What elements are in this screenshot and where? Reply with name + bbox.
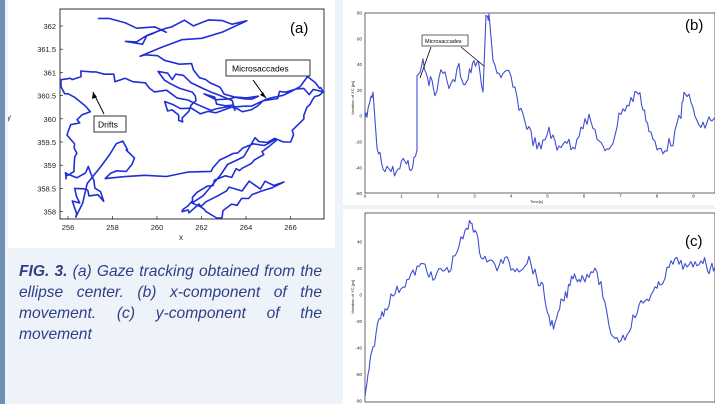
panel-a-y-tick-label: 358.5 bbox=[37, 184, 56, 193]
drifts-label: Drifts bbox=[98, 120, 118, 130]
panel-a-x-ticks: 256 258 260 262 264 266 bbox=[62, 216, 297, 232]
panel-c-y-tick-label: 20 bbox=[357, 266, 363, 271]
panel-b-y-ticks: 80 60 40 20 0 -20 -40 -60 bbox=[355, 11, 362, 197]
panel-a-xlabel: x bbox=[179, 233, 183, 242]
panel-c-y-ticks: 40 20 0 -20 -40 -60 -80 bbox=[355, 240, 362, 404]
panel-c-axes-frame bbox=[364, 212, 715, 403]
panel-b-x-tick-label: 8 bbox=[656, 194, 659, 199]
panel-c-y-tick-label: 40 bbox=[357, 240, 363, 245]
panel-a-y-tick-label: 361 bbox=[43, 68, 56, 77]
panel-b-axes-frame bbox=[364, 12, 715, 194]
panel-b-ylabel: Variation of XC [px] bbox=[350, 81, 355, 115]
panel-b-y-tick-label: -60 bbox=[355, 191, 362, 196]
panel-a-axes-frame bbox=[59, 8, 325, 220]
panel-c-svg: 40 20 0 -20 -40 -60 -80 (c) Variation of YC [p… bbox=[350, 212, 715, 404]
panel-b-x-tick-label: 3 bbox=[473, 194, 476, 199]
panel-c-y-tick-label: -20 bbox=[355, 319, 362, 324]
panel-b-x-tick-label: 4 bbox=[510, 194, 513, 199]
panel-b-y-tick-label: -40 bbox=[355, 165, 362, 170]
y-component-line bbox=[364, 219, 715, 397]
panel-b-arrow-2 bbox=[460, 46, 485, 67]
panel-b-x-tick-label: 2 bbox=[437, 194, 440, 199]
panel-b-x-tick-label: 5 bbox=[546, 194, 549, 199]
figure-caption: FIG. 3. (a) Gaze tracking obtained from … bbox=[19, 261, 322, 345]
panel-b-x-ticks: 0 1 2 3 4 5 6 7 8 9 bbox=[364, 194, 696, 199]
panel-b-y-tick-label: 60 bbox=[357, 36, 363, 41]
panel-b-svg: 80 60 40 20 0 -20 -40 -60 0 1 2 3 4 5 6 7 8 9 Microsacca… bbox=[350, 11, 715, 204]
panel-a-x-tick-label: 262 bbox=[195, 223, 208, 232]
panel-c-y-tick-label: -60 bbox=[355, 372, 362, 377]
panel-b-x-tick-label: 7 bbox=[619, 194, 622, 199]
panel-a-y-tick-label: 359.5 bbox=[37, 138, 56, 147]
left-border-bar bbox=[0, 0, 5, 404]
panel-a-y-tick-label: 359 bbox=[43, 161, 56, 170]
panel-a-y-tick-label: 361.5 bbox=[37, 45, 56, 54]
panel-c-y-tick-label: 0 bbox=[359, 293, 362, 298]
panel-a-x-tick-label: 264 bbox=[240, 223, 253, 232]
microsaccades-arrow-head bbox=[260, 92, 266, 98]
panel-c-y-component-plot: 40 20 0 -20 -40 -60 -80 (c) Variation of YC [p… bbox=[343, 209, 715, 404]
panel-b-xlabel: Time[s] bbox=[530, 199, 543, 204]
panel-b-x-tick-label: 0 bbox=[364, 194, 367, 199]
gaze-trajectory-line bbox=[60, 17, 324, 219]
panel-b-y-tick-label: -20 bbox=[355, 140, 362, 145]
panel-b-x-component-plot: 80 60 40 20 0 -20 -40 -60 0 1 2 3 4 5 6 7 8 9 Microsacca… bbox=[343, 0, 715, 205]
panel-b-x-tick-label: 9 bbox=[692, 194, 695, 199]
panel-b-x-tick-label: 6 bbox=[583, 194, 586, 199]
figure-caption-text: (a) Gaze tracking obtained from the elli… bbox=[19, 263, 322, 343]
panel-a-y-tick-label: 360.5 bbox=[37, 92, 56, 101]
panel-a-x-tick-label: 266 bbox=[284, 223, 297, 232]
drifts-arrow-head bbox=[92, 92, 97, 99]
panel-a-tag: (a) bbox=[290, 20, 308, 37]
panel-a-gaze-plot: 362 361.5 361 360.5 360 359.5 359 358.5 358 256 2… bbox=[8, 0, 335, 248]
x-component-line bbox=[364, 13, 715, 177]
panel-c-y-tick-label: -40 bbox=[355, 346, 362, 351]
panel-b-y-tick-label: 40 bbox=[357, 62, 363, 67]
microsaccades-label-box bbox=[225, 59, 311, 77]
panel-a-ylabel: y bbox=[8, 113, 11, 122]
panel-b-arrow-1 bbox=[419, 46, 432, 79]
panel-a-x-tick-label: 260 bbox=[151, 223, 164, 232]
panel-b-tag: (b) bbox=[685, 17, 703, 34]
panel-a-y-ticks: 362 361.5 361 360.5 360 359.5 359 358.5 358 bbox=[37, 22, 63, 217]
panel-a-y-tick-label: 362 bbox=[43, 22, 56, 31]
panel-c-tag: (c) bbox=[685, 233, 703, 250]
panel-b-microsaccades-box bbox=[421, 34, 469, 47]
panel-a-x-tick-label: 256 bbox=[62, 223, 75, 232]
panel-a-y-tick-label: 360 bbox=[43, 115, 56, 124]
panel-a-y-tick-label: 358 bbox=[43, 208, 56, 217]
panel-b-y-tick-label: 0 bbox=[359, 114, 362, 119]
microsaccades-label: Microsaccades bbox=[232, 64, 289, 74]
panel-b-y-tick-label: 20 bbox=[357, 88, 363, 93]
drifts-label-box bbox=[93, 115, 127, 133]
figure-caption-label: FIG. 3. bbox=[19, 263, 68, 280]
panel-b-y-tick-label: 80 bbox=[357, 11, 363, 16]
panel-c-ylabel: Variation of YC [px] bbox=[350, 280, 355, 314]
panel-a-x-tick-label: 258 bbox=[106, 223, 119, 232]
panel-b-x-tick-label: 1 bbox=[400, 194, 403, 199]
panel-b-microsaccades-label: Microsaccades bbox=[425, 39, 462, 45]
panel-c-y-tick-label: -80 bbox=[355, 399, 362, 404]
